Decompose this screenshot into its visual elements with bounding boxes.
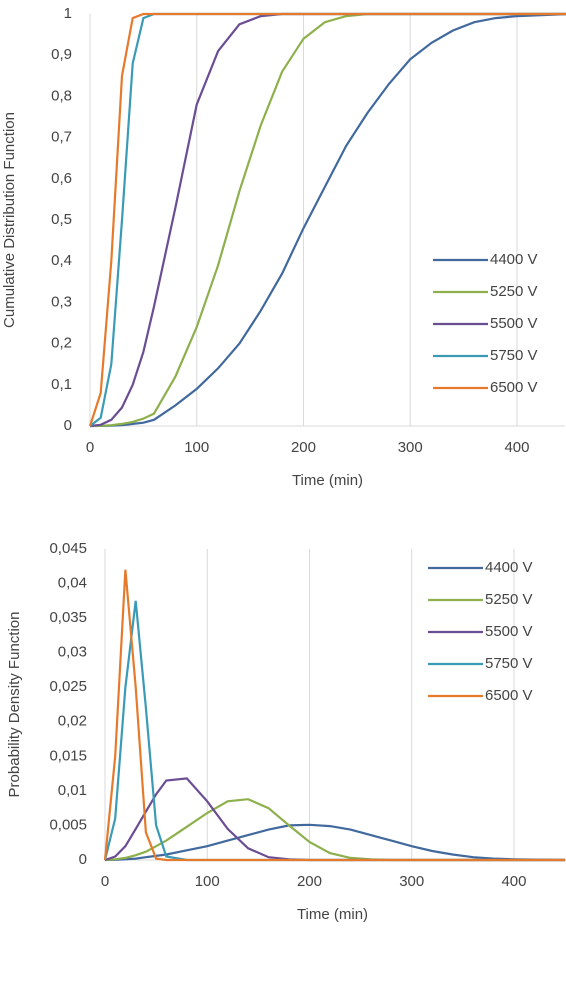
y-tick-label: 0,025 bbox=[49, 678, 87, 695]
x-tick-label: 400 bbox=[501, 873, 526, 890]
y-tick-label: 0,015 bbox=[49, 747, 87, 764]
series-line bbox=[104, 798, 566, 862]
y-tick-label: 0,5 bbox=[51, 211, 72, 228]
legend-label: 6500 V bbox=[490, 379, 538, 396]
y-tick-label: 0,01 bbox=[58, 782, 87, 799]
x-tick-label: 200 bbox=[297, 873, 322, 890]
x-tick-label: 100 bbox=[184, 439, 209, 456]
y-tick-label: 0,03 bbox=[58, 644, 87, 661]
y-tick-label: 1 bbox=[64, 5, 72, 22]
y-tick-label: 0,8 bbox=[51, 87, 72, 104]
y-axis-label: Cumulative Distribution Function bbox=[1, 112, 18, 328]
y-tick-label: 0 bbox=[79, 851, 87, 868]
y-tick-label: 0,035 bbox=[49, 609, 87, 626]
y-tick-label: 0,1 bbox=[51, 376, 72, 393]
y-tick-label: 0,045 bbox=[49, 540, 87, 557]
x-tick-label: 0 bbox=[86, 439, 94, 456]
legend-label: 4400 V bbox=[490, 251, 538, 268]
x-tick-label: 200 bbox=[291, 439, 316, 456]
legend-label: 5500 V bbox=[490, 315, 538, 332]
y-tick-label: 0,005 bbox=[49, 816, 87, 833]
y-tick-label: 0,02 bbox=[58, 713, 87, 730]
legend-label: 5250 V bbox=[485, 591, 533, 608]
y-tick-label: 0,4 bbox=[51, 252, 72, 269]
series-line bbox=[104, 777, 566, 862]
legend-label: 5250 V bbox=[490, 283, 538, 300]
y-tick-label: 0,6 bbox=[51, 170, 72, 187]
x-tick-label: 300 bbox=[398, 439, 423, 456]
series-line bbox=[88, 12, 566, 427]
x-tick-label: 0 bbox=[101, 873, 109, 890]
legend-label: 5500 V bbox=[485, 623, 533, 640]
y-axis-label: Probability Density Function bbox=[6, 612, 23, 798]
series-line bbox=[89, 12, 566, 427]
x-tick-label: 100 bbox=[195, 873, 220, 890]
x-axis-label: Time (min) bbox=[292, 472, 363, 489]
series-line bbox=[89, 13, 566, 428]
y-tick-label: 0 bbox=[64, 417, 72, 434]
y-tick-label: 0,9 bbox=[51, 46, 72, 63]
series-line bbox=[89, 12, 566, 428]
x-tick-label: 400 bbox=[504, 439, 529, 456]
legend-label: 4400 V bbox=[485, 559, 533, 576]
series-line bbox=[103, 569, 566, 862]
y-tick-label: 0,7 bbox=[51, 129, 72, 146]
legend-label: 6500 V bbox=[485, 687, 533, 704]
x-axis-label: Time (min) bbox=[297, 906, 368, 923]
series-line bbox=[89, 12, 566, 428]
y-tick-label: 0,3 bbox=[51, 293, 72, 310]
y-tick-label: 0,04 bbox=[58, 575, 87, 592]
y-tick-label: 0,2 bbox=[51, 335, 72, 352]
x-tick-label: 300 bbox=[399, 873, 424, 890]
legend-label: 5750 V bbox=[485, 655, 533, 672]
legend-label: 5750 V bbox=[490, 347, 538, 364]
